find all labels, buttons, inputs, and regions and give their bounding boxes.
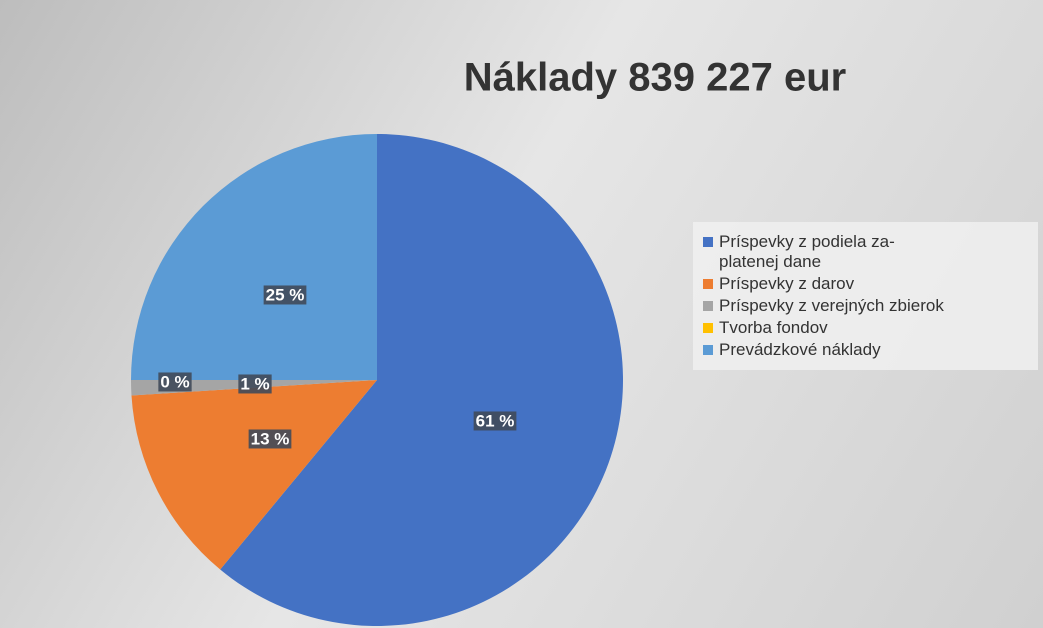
data-label-bg (238, 374, 272, 394)
data-label-bg (473, 411, 517, 431)
data-label-text: 13 % (251, 429, 290, 448)
data-label-bg (248, 429, 292, 449)
legend-swatch (703, 279, 713, 289)
legend-label: Príspevky z darov (719, 274, 855, 293)
legend-swatch (703, 237, 713, 247)
data-label-bg (158, 372, 192, 392)
data-label: 61 % (473, 411, 517, 431)
legend-item: Príspevky z podiela za-platenej dane (699, 232, 1032, 272)
data-label: 25 % (263, 285, 307, 305)
data-label-text: 61 % (476, 411, 515, 430)
legend-item: Príspevky z verejných zbierok (699, 296, 1032, 316)
data-label-text: 1 % (240, 374, 269, 393)
data-label: 13 % (248, 429, 292, 449)
legend-swatch (703, 345, 713, 355)
legend-item: Tvorba fondov (699, 318, 1032, 338)
legend: Príspevky z podiela za-platenej dane Prís… (693, 222, 1038, 370)
legend-label: Prevádzkové náklady (719, 340, 881, 359)
data-label-text: 0 % (160, 372, 189, 391)
data-label: 0 % (158, 372, 192, 392)
legend-swatch (703, 301, 713, 311)
chart-title: Náklady 839 227 eur (464, 56, 846, 100)
legend-item: Prevádzkové náklady (699, 340, 1032, 360)
pie-slice (131, 380, 377, 570)
data-label-text: 25 % (266, 285, 305, 304)
legend-label: Tvorba fondov (719, 318, 828, 337)
data-label-bg (263, 285, 307, 305)
legend-label: Príspevky z verejných zbierok (719, 296, 944, 315)
legend-swatch (703, 323, 713, 333)
legend-item: Príspevky z darov (699, 274, 1032, 294)
data-label: 1 % (238, 374, 272, 394)
pie-slice (131, 134, 377, 380)
legend-label: Príspevky z podiela za-platenej dane (719, 232, 895, 271)
pie-slice (220, 134, 623, 626)
